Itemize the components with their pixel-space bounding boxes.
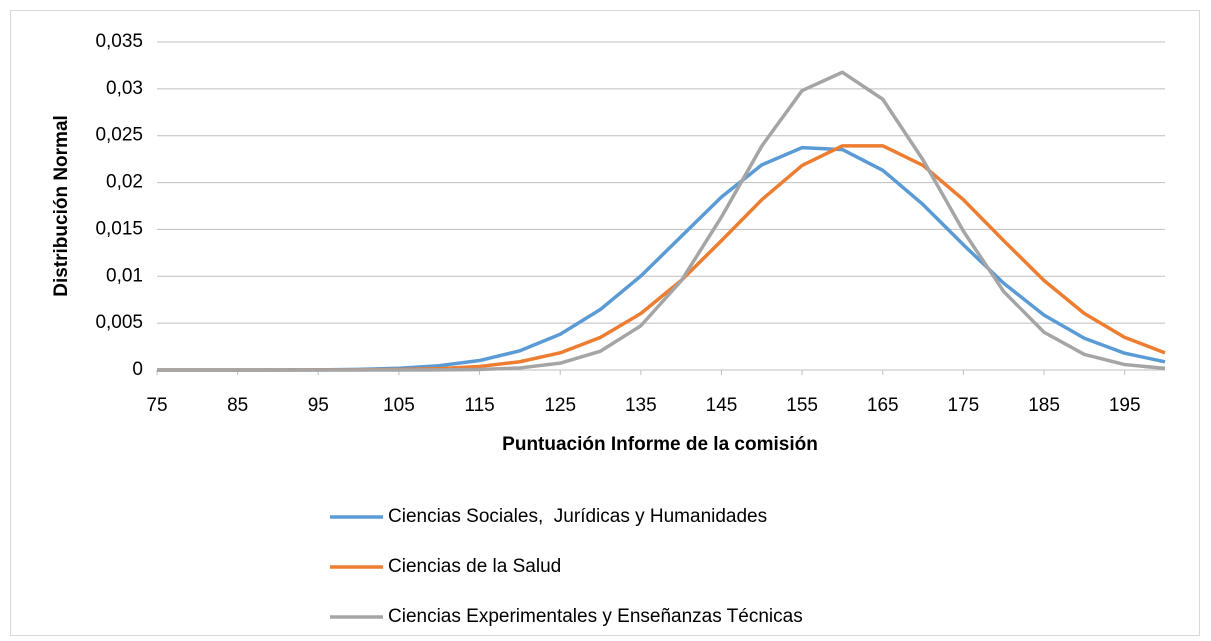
y-tick-label: 0,02 bbox=[106, 172, 143, 193]
legend-label: Ciencias Sociales, Jurídicas y Humanidad… bbox=[388, 506, 767, 527]
x-axis-title: Puntuación Informe de la comisión bbox=[502, 434, 818, 455]
x-tick-label: 175 bbox=[948, 395, 980, 416]
series-line bbox=[157, 70, 1166, 372]
x-tick-label: 155 bbox=[786, 395, 818, 416]
y-tick-label: 0,015 bbox=[95, 218, 143, 239]
y-tick-label: 0 bbox=[132, 359, 143, 380]
legend-label: Ciencias Experimentales y Enseñanzas Téc… bbox=[388, 606, 803, 627]
y-axis-title: Distribución Normal bbox=[51, 115, 72, 297]
x-tick-label: 85 bbox=[227, 395, 248, 416]
x-tick-label: 135 bbox=[625, 395, 657, 416]
legend-label: Ciencias de la Salud bbox=[388, 556, 561, 577]
x-tick-label: 105 bbox=[383, 395, 415, 416]
x-tick-label: 115 bbox=[464, 395, 494, 416]
y-tick-label: 0,025 bbox=[95, 125, 143, 146]
x-tick-label: 145 bbox=[706, 395, 738, 416]
x-tick-label: 185 bbox=[1028, 395, 1060, 416]
y-tick-label: 0,01 bbox=[106, 265, 143, 286]
x-tick-label: 95 bbox=[308, 395, 329, 416]
x-tick-label: 125 bbox=[544, 395, 576, 416]
y-tick-label: 0,03 bbox=[106, 78, 143, 99]
x-tick-label: 195 bbox=[1109, 395, 1141, 416]
y-tick-label: 0,005 bbox=[95, 312, 143, 333]
y-tick-label: 0,035 bbox=[95, 31, 143, 52]
x-tick-label: 165 bbox=[867, 395, 899, 416]
x-tick-label: 75 bbox=[146, 395, 167, 416]
